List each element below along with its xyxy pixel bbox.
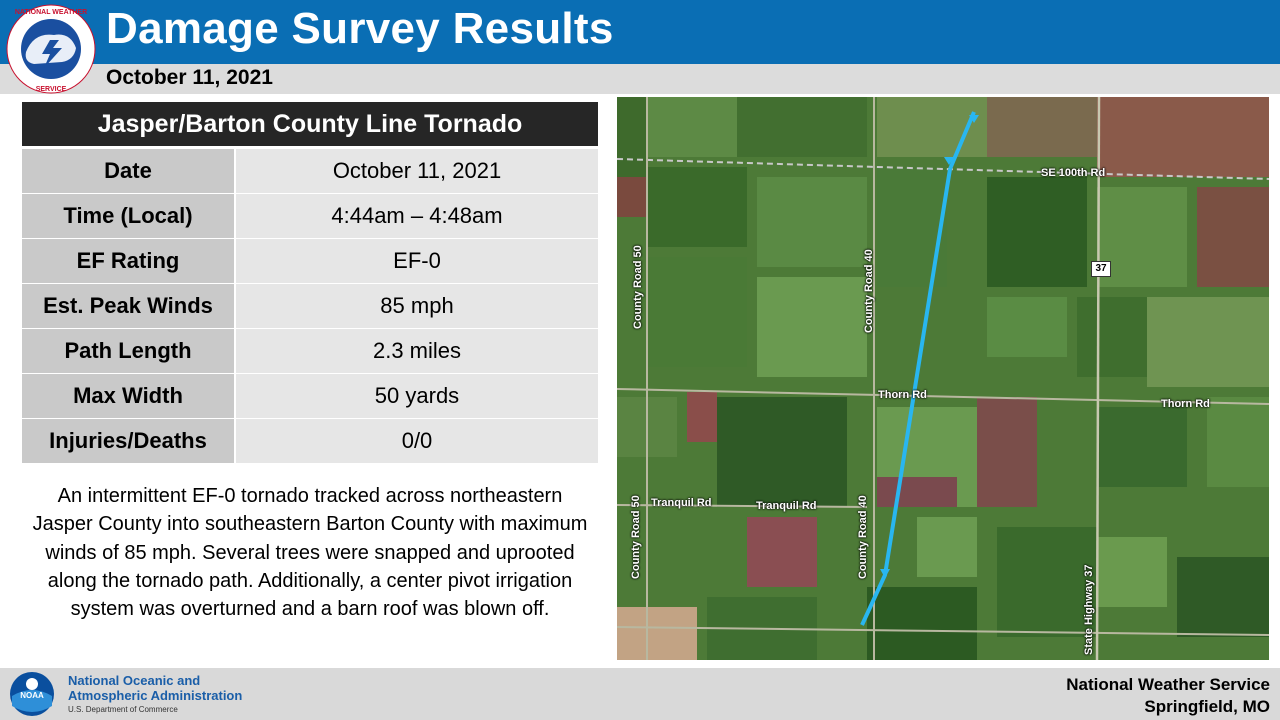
map-imagery [617,97,1269,660]
table-row: Est. Peak Winds 85 mph [22,284,598,329]
row-value: 85 mph [236,284,598,328]
row-label: Max Width [22,374,234,418]
road-label-thorn: Thorn Rd [1161,398,1210,410]
row-label: Path Length [22,329,234,373]
table-row: EF Rating EF-0 [22,239,598,284]
row-label: Date [22,149,234,193]
row-label: Injuries/Deaths [22,419,234,463]
nws-office-location: Springfield, MO [1144,697,1270,716]
road-label-tranquil: Tranquil Rd [756,500,817,512]
table-row: Date October 11, 2021 [22,149,598,194]
road-label-se100th: SE 100th Rd [1041,167,1106,179]
footer-bar [0,668,1280,720]
road-label-tranquil: Tranquil Rd [651,497,712,509]
row-value: EF-0 [236,239,598,283]
row-value: 2.3 miles [236,329,598,373]
header-bar [0,0,1280,64]
satellite-map: SE 100th Rd 37 Thorn Rd Thorn Rd Tranqui… [617,97,1269,660]
row-label: Time (Local) [22,194,234,238]
survey-description: An intermittent EF-0 tornado tracked acr… [32,485,588,621]
nws-office-name: National Weather Service [1066,675,1270,694]
nws-office: National Weather Service Springfield, MO [1066,674,1270,718]
table-row: Max Width 50 yards [22,374,598,419]
row-value: 0/0 [236,419,598,463]
svg-text:NATIONAL WEATHER: NATIONAL WEATHER [15,9,87,16]
row-value: 50 yards [236,374,598,418]
page-title: Damage Survey Results [106,4,614,53]
nws-logo-icon: NATIONAL WEATHER SERVICE [6,4,96,94]
noaa-name-line2: Atmospheric Administration [68,687,243,703]
date-bar [0,64,1280,94]
page-date: October 11, 2021 [106,66,273,89]
tornado-info-table: Jasper/Barton County Line Tornado Date O… [22,102,598,468]
row-label: EF Rating [22,239,234,283]
noaa-name-line1: National Oceanic and [68,673,201,688]
noaa-logo-icon: NOAA [10,672,54,716]
road-label-county-road-40: County Road 40 [863,249,875,333]
row-value: 4:44am – 4:48am [236,194,598,238]
noaa-name: National Oceanic and Atmospheric Adminis… [68,673,243,703]
table-row: Time (Local) 4:44am – 4:48am [22,194,598,239]
table-row: Injuries/Deaths 0/0 [22,419,598,464]
svg-text:NOAA: NOAA [20,691,44,700]
road-label-county-road-40: County Road 40 [857,495,869,579]
svg-text:SERVICE: SERVICE [36,86,67,93]
hwy-37-shield-icon: 37 [1091,261,1111,277]
road-label-county-road-50: County Road 50 [632,245,644,329]
road-label-state-highway-37: State Highway 37 [1083,564,1095,655]
row-label: Est. Peak Winds [22,284,234,328]
road-label-county-road-50: County Road 50 [630,495,642,579]
row-value: October 11, 2021 [236,149,598,193]
table-row: Path Length 2.3 miles [22,329,598,374]
road-label-thorn: Thorn Rd [878,389,927,401]
noaa-subtitle: U.S. Department of Commerce [68,705,178,714]
table-heading: Jasper/Barton County Line Tornado [22,102,598,146]
